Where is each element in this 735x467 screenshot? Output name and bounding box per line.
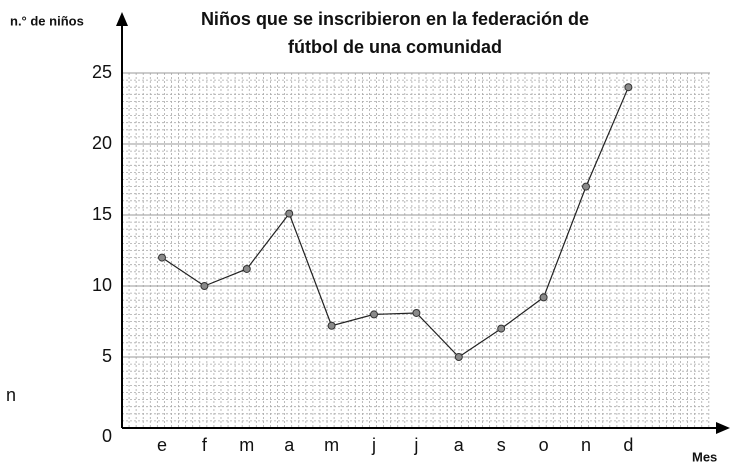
marker <box>582 182 590 191</box>
x-tick-label: n <box>581 435 591 455</box>
marker <box>454 353 463 361</box>
y-tick-label: 5 <box>102 346 112 366</box>
annotation: n <box>6 385 16 405</box>
x-tick-label: e <box>157 435 167 455</box>
chart-title: fútbol de una comunidad <box>288 37 502 57</box>
marker <box>624 83 633 92</box>
grid <box>122 72 710 428</box>
y-tick-label: 25 <box>92 62 112 82</box>
y-tick-label: 0 <box>102 426 112 446</box>
chart-title: Niños que se inscribieron en la federaci… <box>201 9 589 29</box>
y-tick-label: 20 <box>92 133 112 153</box>
x-axis-label: Mes <box>692 449 717 464</box>
marker <box>285 209 294 218</box>
line <box>161 86 629 358</box>
marker <box>327 321 336 330</box>
marker <box>200 282 209 290</box>
plot <box>158 83 633 361</box>
y-axis-label: n.° de niños <box>10 13 84 28</box>
x-tick-label: j <box>371 435 376 455</box>
x-tick-label: m <box>324 435 339 455</box>
y-axis-arrow <box>116 12 128 26</box>
y-tick-label: 10 <box>92 275 112 295</box>
x-tick-label: a <box>284 435 295 455</box>
marker <box>412 308 421 317</box>
x-axis-arrow <box>716 422 730 434</box>
x-tick-label: s <box>497 435 506 455</box>
x-tick-label: f <box>202 435 208 455</box>
x-tick-label: m <box>239 435 254 455</box>
x-tick-label: d <box>623 435 633 455</box>
marker <box>497 324 506 333</box>
x-tick-label: j <box>413 435 418 455</box>
y-tick-label: 15 <box>92 204 112 224</box>
marker <box>242 264 251 273</box>
marker <box>539 293 548 302</box>
marker <box>158 253 166 262</box>
x-tick-label: o <box>539 435 549 455</box>
x-tick-label: a <box>454 435 465 455</box>
marker <box>370 310 378 319</box>
